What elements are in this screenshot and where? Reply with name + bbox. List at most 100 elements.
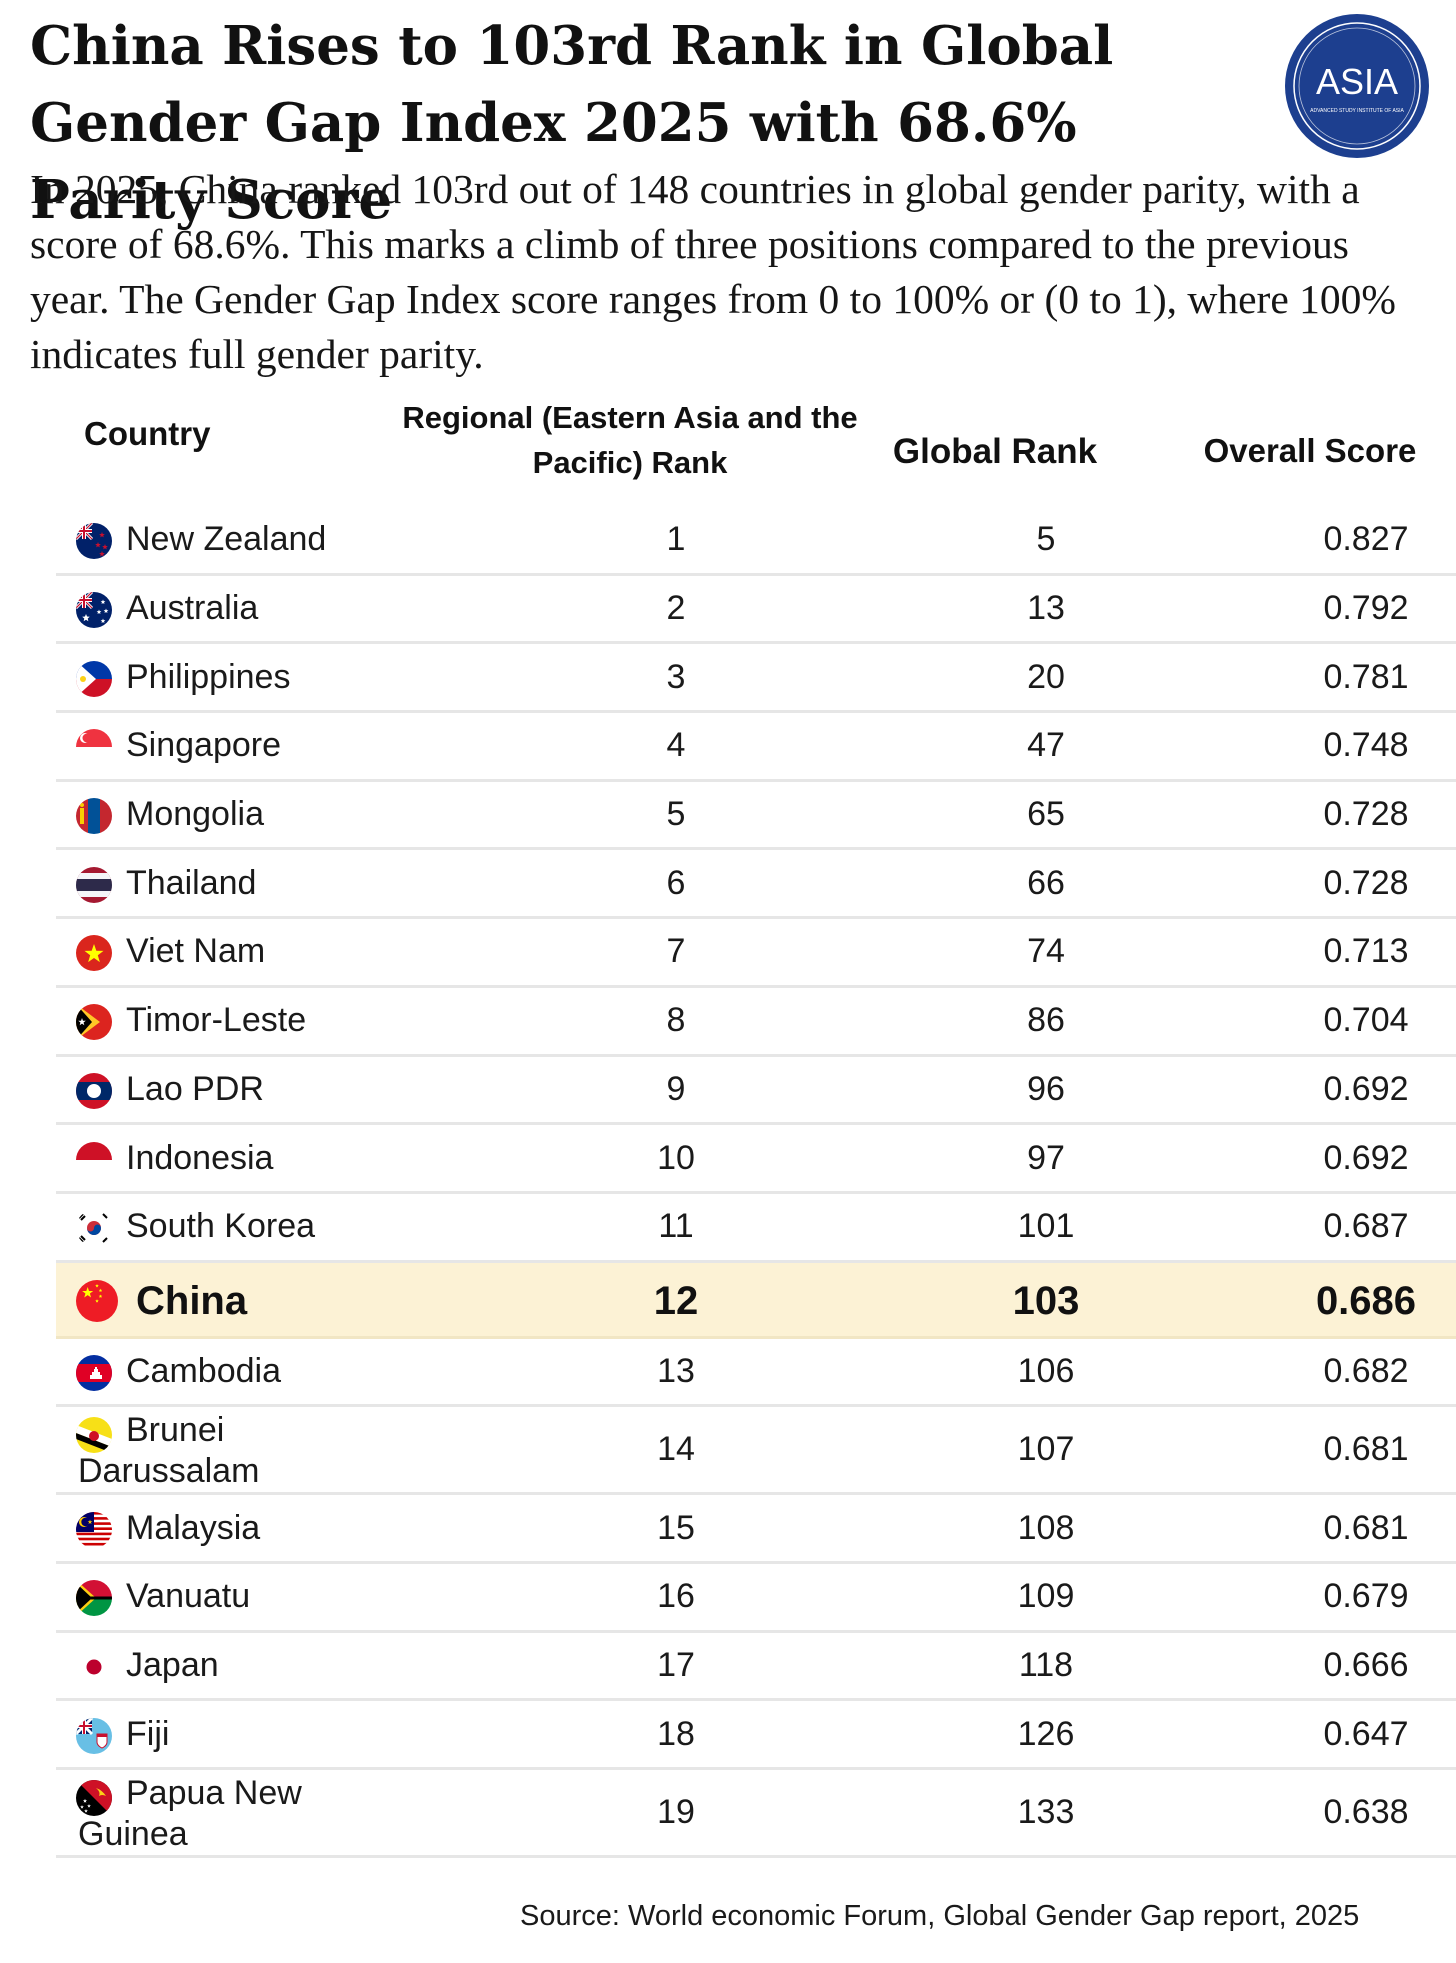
global-rank-cell: 126 — [1017, 1714, 1075, 1753]
regional-rank-cell: 7 — [666, 932, 686, 971]
regional-rank-cell: 14 — [657, 1430, 695, 1469]
regional-rank-cell: 10 — [657, 1138, 695, 1177]
overall-score-cell: 0.666 — [1323, 1645, 1409, 1684]
table-row: Lao PDR 9 96 0.692 — [56, 1057, 1456, 1126]
indonesia-flag-icon — [76, 1141, 112, 1178]
country-name: China — [136, 1278, 248, 1323]
china-flag-icon — [76, 1279, 118, 1322]
global-rank-cell: 74 — [1027, 932, 1065, 971]
overall-score-cell: 0.713 — [1323, 932, 1409, 971]
overall-score-cell: 0.728 — [1323, 795, 1409, 834]
table-row: Cambodia 13 106 0.682 — [56, 1339, 1456, 1408]
regional-rank-cell: 18 — [657, 1714, 695, 1753]
global-rank-cell: 118 — [1018, 1645, 1074, 1684]
ranking-table: New Zealand 1 5 0.827 Australia 2 13 0.792 Phili… — [56, 507, 1456, 1858]
column-header-overall-score: Overall Score — [1203, 432, 1417, 469]
global-rank-cell: 5 — [1036, 520, 1056, 559]
country-name: Viet Nam — [126, 932, 266, 971]
overall-score-cell: 0.748 — [1323, 726, 1409, 765]
regional-rank-cell: 9 — [666, 1069, 686, 1108]
regional-rank-cell: 11 — [658, 1207, 694, 1246]
regional-rank-cell: 13 — [657, 1351, 695, 1390]
overall-score-cell: 0.686 — [1315, 1278, 1417, 1323]
regional-rank-cell: 15 — [657, 1508, 695, 1547]
svg-text:ADVANCED STUDY INSTITUTE OF AS: ADVANCED STUDY INSTITUTE OF ASIA — [1310, 108, 1404, 114]
regional-rank-cell: 2 — [666, 589, 686, 628]
country-name: Brunei Darussalam — [78, 1411, 260, 1491]
malaysia-flag-icon — [76, 1511, 112, 1548]
viet-nam-flag-icon — [76, 935, 112, 972]
global-rank-cell: 66 — [1027, 863, 1065, 902]
global-rank-cell: 65 — [1027, 795, 1065, 834]
overall-score-cell: 0.781 — [1323, 657, 1409, 696]
subtitle: In 2025, China ranked 103rd out of 148 c… — [30, 166, 1396, 377]
table-row: Australia 2 13 0.792 — [56, 576, 1456, 645]
papua-new-guinea-flag-icon — [76, 1780, 112, 1816]
australia-flag-icon — [76, 592, 112, 629]
singapore-flag-icon — [76, 729, 112, 766]
overall-score-cell: 0.681 — [1323, 1430, 1409, 1469]
country-name: Japan — [126, 1645, 219, 1684]
global-rank-cell: 13 — [1027, 589, 1065, 628]
regional-rank-cell: 6 — [666, 863, 686, 902]
brunei-flag-icon — [76, 1417, 112, 1454]
table-row: Japan 17 118 0.666 — [56, 1633, 1456, 1702]
source-note: Source: World economic Forum, Global Gen… — [520, 1900, 1360, 1932]
asia-logo: ASIA ADVANCED STUDY INSTITUTE OF ASIA — [1285, 14, 1429, 158]
regional-rank-cell: 17 — [657, 1645, 695, 1684]
table-row: New Zealand 1 5 0.827 — [56, 507, 1456, 576]
column-header-global-rank: Global Rank — [892, 432, 1098, 471]
overall-score-cell: 0.647 — [1323, 1714, 1409, 1753]
table-row: South Korea 11 101 0.687 — [56, 1194, 1456, 1263]
regional-rank-cell: 4 — [666, 726, 686, 765]
japan-flag-icon — [76, 1648, 112, 1685]
table-row: Papua New Guinea 19 133 0.638 — [56, 1770, 1456, 1858]
overall-score-cell: 0.681 — [1323, 1508, 1409, 1547]
global-rank-cell: 101 — [1017, 1207, 1075, 1246]
overall-score-cell: 0.682 — [1323, 1351, 1409, 1390]
regional-rank-cell: 3 — [666, 657, 686, 696]
page-title: China Rises to 103rd Rank in Global Gend… — [30, 15, 1114, 231]
global-rank-cell: 109 — [1017, 1577, 1075, 1616]
table-row: Singapore 4 47 0.748 — [56, 713, 1456, 782]
global-rank-cell: 133 — [1017, 1793, 1075, 1831]
mongolia-flag-icon — [76, 798, 112, 835]
column-header-country: Country — [84, 415, 211, 452]
regional-rank-cell: 8 — [666, 1001, 686, 1040]
regional-rank-cell: 5 — [666, 795, 686, 834]
table-row: Indonesia 10 97 0.692 — [56, 1125, 1456, 1194]
regional-rank-cell: 1 — [666, 520, 686, 559]
overall-score-cell: 0.728 — [1323, 863, 1409, 902]
country-name: South Korea — [126, 1207, 316, 1246]
overall-score-cell: 0.679 — [1323, 1577, 1409, 1616]
global-rank-cell: 47 — [1027, 726, 1065, 765]
global-rank-cell: 97 — [1027, 1138, 1065, 1177]
new-zealand-flag-icon — [76, 523, 112, 560]
lao-pdr-flag-icon — [76, 1072, 112, 1109]
global-rank-cell: 20 — [1027, 657, 1065, 696]
table-row-highlighted: China 12 103 0.686 — [56, 1262, 1456, 1339]
timor-leste-flag-icon — [76, 1004, 112, 1041]
global-rank-cell: 103 — [1012, 1278, 1080, 1323]
global-rank-cell: 108 — [1017, 1508, 1075, 1547]
overall-score-cell: 0.692 — [1323, 1138, 1409, 1177]
global-rank-cell: 107 — [1017, 1430, 1075, 1469]
svg-text:ASIA: ASIA — [1316, 61, 1398, 102]
table-row: Malaysia 15 108 0.681 — [56, 1495, 1456, 1564]
table-row: Thailand 6 66 0.728 — [56, 850, 1456, 920]
regional-rank-cell: 12 — [653, 1278, 699, 1323]
overall-score-cell: 0.638 — [1323, 1793, 1409, 1831]
philippines-flag-icon — [76, 660, 112, 697]
country-name: Papua New Guinea — [78, 1774, 302, 1853]
overall-score-cell: 0.687 — [1323, 1207, 1409, 1246]
global-rank-cell: 86 — [1027, 1001, 1065, 1040]
country-name: Malaysia — [126, 1508, 261, 1547]
overall-score-cell: 0.692 — [1323, 1069, 1409, 1108]
regional-rank-cell: 16 — [657, 1577, 695, 1616]
table-row: Viet Nam 7 74 0.713 — [56, 919, 1456, 988]
table-row: Timor-Leste 8 86 0.704 — [56, 988, 1456, 1057]
country-name: New Zealand — [126, 520, 327, 559]
overall-score-cell: 0.792 — [1323, 589, 1409, 628]
column-header-regional-rank: Regional (Eastern Asia and the Pacific) … — [402, 400, 858, 480]
country-name: Thailand — [126, 863, 257, 902]
